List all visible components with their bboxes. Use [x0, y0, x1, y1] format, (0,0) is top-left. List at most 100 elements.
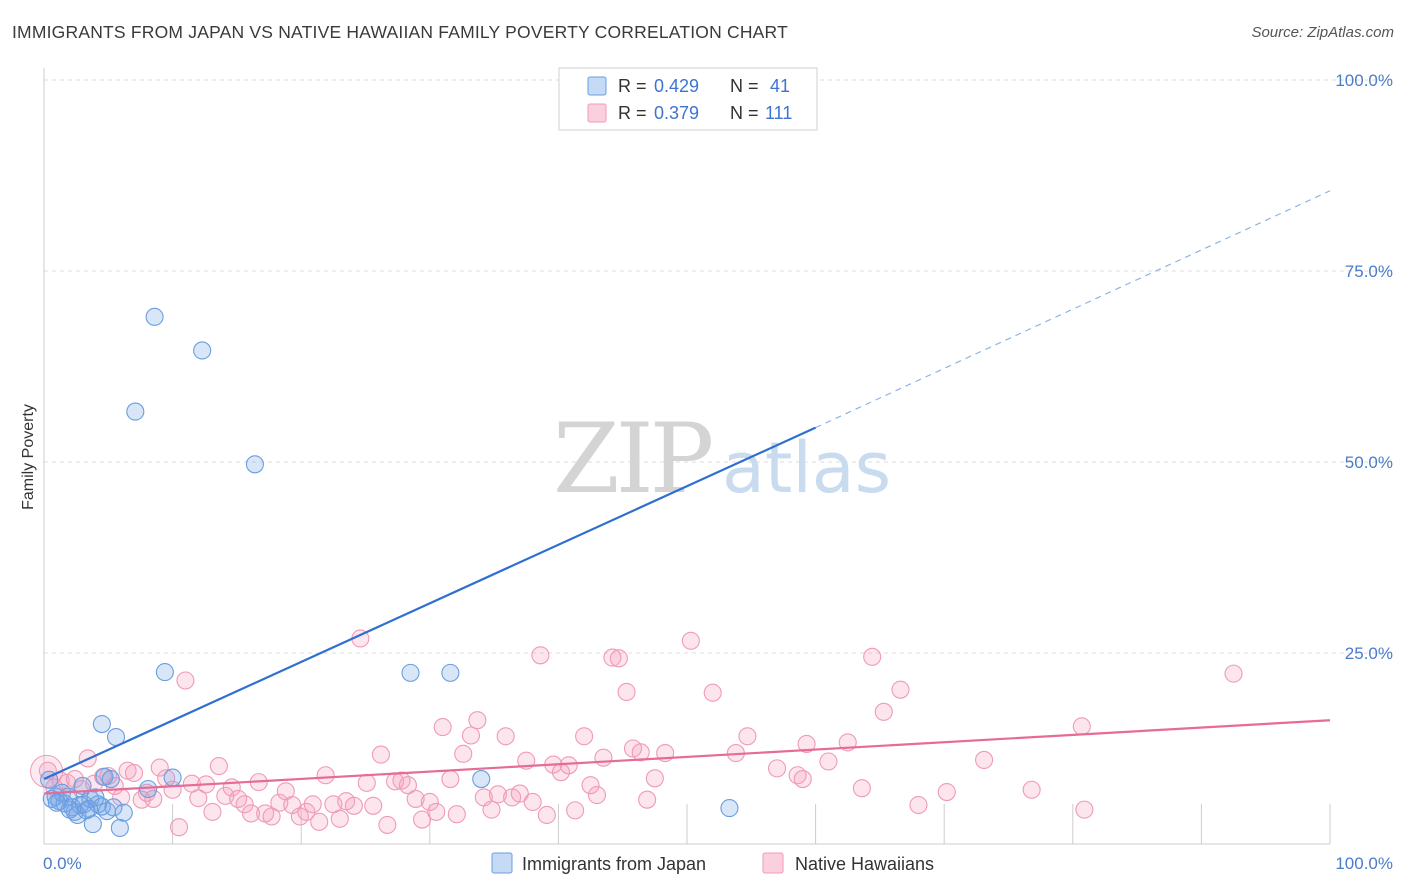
data-point — [720, 799, 739, 818]
legend-r-value-2: 0.379 — [654, 103, 699, 123]
data-point — [144, 789, 163, 808]
watermark-atlas: atlas — [722, 427, 891, 509]
data-point — [975, 750, 994, 770]
data-point — [126, 402, 145, 421]
data-point — [110, 818, 129, 838]
data-point — [114, 803, 133, 822]
series-native-hawaiians — [30, 629, 1243, 837]
data-point — [86, 788, 105, 807]
data-point — [401, 663, 420, 682]
data-point — [92, 715, 111, 734]
data-point — [85, 774, 104, 793]
data-point — [482, 800, 501, 819]
data-point — [1022, 780, 1041, 799]
data-point — [262, 807, 281, 826]
data-point — [189, 789, 208, 808]
source-label: Source: ZipAtlas.com — [1251, 24, 1394, 41]
y-tick-label: 50.0% — [1345, 453, 1393, 472]
data-point — [1075, 800, 1094, 819]
data-point — [83, 815, 102, 834]
data-point — [65, 770, 84, 789]
data-point — [575, 727, 594, 746]
data-point — [169, 818, 189, 837]
bottom-legend-label-pink: Native Hawaiians — [795, 854, 934, 874]
data-point — [209, 757, 228, 776]
data-point — [176, 671, 195, 690]
data-point — [357, 773, 376, 792]
data-point — [559, 756, 578, 775]
data-point — [245, 455, 264, 474]
data-point — [461, 726, 481, 745]
data-point — [241, 804, 261, 823]
data-point — [1072, 717, 1091, 736]
data-point — [797, 734, 816, 753]
bottom-legend: Immigrants from Japan Native Hawaiians — [491, 852, 934, 874]
data-point — [413, 810, 432, 829]
axes — [43, 68, 1331, 845]
y-axis-label: Family Poverty — [20, 404, 37, 510]
legend-n-label-1: N = — [730, 76, 759, 96]
data-point — [60, 800, 79, 819]
trendlines — [43, 190, 1331, 795]
data-point — [703, 683, 722, 702]
data-point — [1224, 664, 1243, 683]
data-point — [631, 743, 650, 762]
bottom-legend-label-blue: Immigrants from Japan — [522, 854, 706, 874]
data-point — [193, 341, 212, 360]
data-point — [488, 785, 508, 804]
y-tick-label: 75.0% — [1345, 262, 1393, 281]
grid-lines — [44, 79, 1392, 654]
data-point — [427, 802, 446, 821]
legend-r-label-2: R = — [618, 103, 647, 123]
data-point — [609, 649, 628, 668]
legend-n-label-2: N = — [730, 103, 759, 123]
legend-r-label-1: R = — [618, 76, 647, 96]
data-point — [145, 307, 164, 326]
data-point — [638, 790, 657, 809]
data-point — [203, 802, 222, 821]
data-point — [163, 768, 182, 787]
y-tick-labels: 25.0% 50.0% 75.0% 100.0% — [1335, 71, 1393, 663]
data-point — [155, 663, 174, 682]
watermark: ZIP atlas — [553, 403, 891, 515]
x-tick-label-min: 0.0% — [43, 854, 82, 873]
chart-title: IMMIGRANTS FROM JAPAN VS NATIVE HAWAIIAN… — [12, 22, 788, 42]
data-point — [531, 646, 550, 665]
data-point — [645, 769, 664, 788]
x-tick-label-max: 100.0% — [1335, 854, 1393, 873]
data-point — [420, 792, 439, 812]
data-point — [101, 770, 120, 789]
bottom-legend-swatch-blue — [491, 852, 513, 874]
data-point — [79, 799, 99, 818]
data-point — [433, 718, 452, 737]
data-point — [510, 784, 529, 803]
data-point — [681, 631, 700, 650]
legend-swatch-blue — [587, 76, 607, 96]
data-point — [496, 727, 515, 746]
data-point — [290, 807, 309, 826]
legend-n-value-1: 41 — [770, 76, 790, 96]
data-point — [566, 801, 585, 820]
data-point — [150, 758, 169, 777]
data-point — [909, 795, 928, 815]
data-point — [303, 795, 322, 814]
data-point — [398, 776, 417, 795]
data-point — [235, 795, 254, 814]
data-point — [617, 682, 636, 702]
data-point — [874, 702, 893, 721]
data-point — [767, 759, 787, 778]
data-point — [738, 727, 757, 746]
data-point — [863, 647, 882, 666]
data-point — [371, 745, 390, 764]
data-point — [124, 763, 144, 782]
data-point — [537, 805, 556, 825]
data-point — [594, 748, 613, 767]
data-point — [454, 744, 473, 763]
data-point — [891, 680, 910, 699]
data-point — [587, 786, 607, 805]
trendline-immigrants-from-japan — [43, 426, 817, 781]
data-point — [344, 796, 363, 815]
data-point — [819, 752, 838, 771]
data-point — [316, 766, 335, 785]
data-point — [523, 792, 542, 812]
